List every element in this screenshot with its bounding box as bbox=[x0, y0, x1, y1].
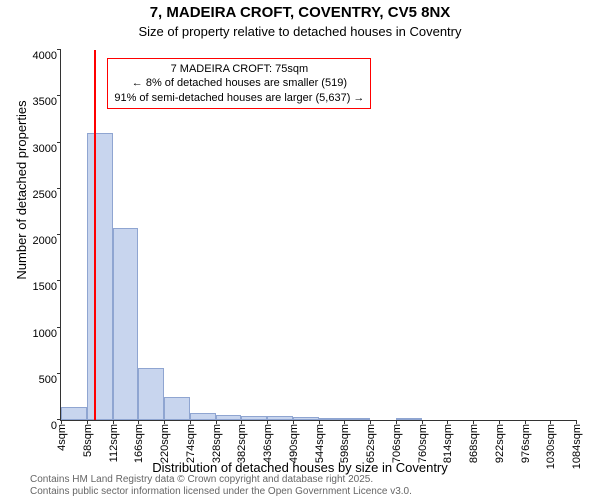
annotation-line: 7 MADEIRA CROFT: 75sqm bbox=[114, 62, 364, 76]
x-tick: 274sqm bbox=[183, 424, 197, 463]
x-tick: 868sqm bbox=[466, 424, 480, 463]
histogram-bar bbox=[164, 397, 190, 420]
y-tick: 1000 bbox=[33, 328, 61, 340]
histogram-bar bbox=[216, 415, 242, 420]
x-tick: 166sqm bbox=[131, 424, 145, 463]
x-tick: 922sqm bbox=[492, 424, 506, 463]
x-tick: 382sqm bbox=[234, 424, 248, 463]
x-tick: 436sqm bbox=[260, 424, 274, 463]
x-tick: 328sqm bbox=[209, 424, 223, 463]
y-tick-mark bbox=[57, 95, 61, 96]
annotation-line: ← 8% of detached houses are smaller (519… bbox=[114, 76, 364, 90]
y-tick: 500 bbox=[39, 374, 61, 386]
x-tick: 58sqm bbox=[80, 424, 94, 457]
x-tick: 652sqm bbox=[363, 424, 377, 463]
footer-attribution: Contains HM Land Registry data © Crown c… bbox=[30, 474, 412, 498]
plot-area: 050010001500200025003000350040004sqm58sq… bbox=[60, 50, 576, 421]
histogram-bar bbox=[396, 418, 422, 420]
y-tick: 2000 bbox=[33, 235, 61, 247]
x-tick: 814sqm bbox=[440, 424, 454, 463]
y-tick: 3500 bbox=[33, 96, 61, 108]
x-tick: 220sqm bbox=[157, 424, 171, 463]
footer-line2: Contains public sector information licen… bbox=[30, 486, 412, 498]
x-tick: 544sqm bbox=[312, 424, 326, 463]
x-tick: 706sqm bbox=[389, 424, 403, 463]
y-axis-label: Number of detached properties bbox=[14, 50, 29, 330]
y-tick-mark bbox=[57, 234, 61, 235]
y-tick-mark bbox=[57, 188, 61, 189]
x-tick: 598sqm bbox=[337, 424, 351, 463]
y-tick-mark bbox=[57, 280, 61, 281]
footer-line1: Contains HM Land Registry data © Crown c… bbox=[30, 474, 412, 486]
histogram-bar bbox=[190, 413, 216, 420]
histogram-bar bbox=[344, 418, 370, 420]
y-tick: 3000 bbox=[33, 143, 61, 155]
y-tick-mark bbox=[57, 327, 61, 328]
histogram-bar bbox=[267, 416, 293, 420]
histogram-bar bbox=[61, 407, 87, 420]
y-tick-mark bbox=[57, 373, 61, 374]
histogram-bar bbox=[241, 416, 267, 420]
annotation-line: 91% of semi-detached houses are larger (… bbox=[114, 91, 364, 105]
property-marker-line bbox=[94, 50, 96, 420]
x-tick: 4sqm bbox=[54, 424, 68, 451]
histogram-bar bbox=[138, 368, 164, 420]
x-axis-label: Distribution of detached houses by size … bbox=[0, 460, 600, 475]
chart-title: 7, MADEIRA CROFT, COVENTRY, CV5 8NX bbox=[0, 4, 600, 21]
x-tick: 760sqm bbox=[415, 424, 429, 463]
x-tick: 490sqm bbox=[286, 424, 300, 463]
y-tick: 1500 bbox=[33, 281, 61, 293]
x-tick: 976sqm bbox=[518, 424, 532, 463]
chart-subtitle: Size of property relative to detached ho… bbox=[0, 24, 600, 39]
y-tick-mark bbox=[57, 49, 61, 50]
annotation-box: 7 MADEIRA CROFT: 75sqm← 8% of detached h… bbox=[107, 58, 371, 109]
y-tick: 2500 bbox=[33, 189, 61, 201]
y-tick-mark bbox=[57, 142, 61, 143]
x-tick: 112sqm bbox=[106, 424, 120, 462]
histogram-bar bbox=[87, 133, 113, 420]
y-tick: 4000 bbox=[33, 50, 61, 62]
histogram-bar bbox=[319, 418, 345, 420]
histogram-bar bbox=[293, 417, 319, 420]
histogram-bar bbox=[113, 228, 139, 420]
